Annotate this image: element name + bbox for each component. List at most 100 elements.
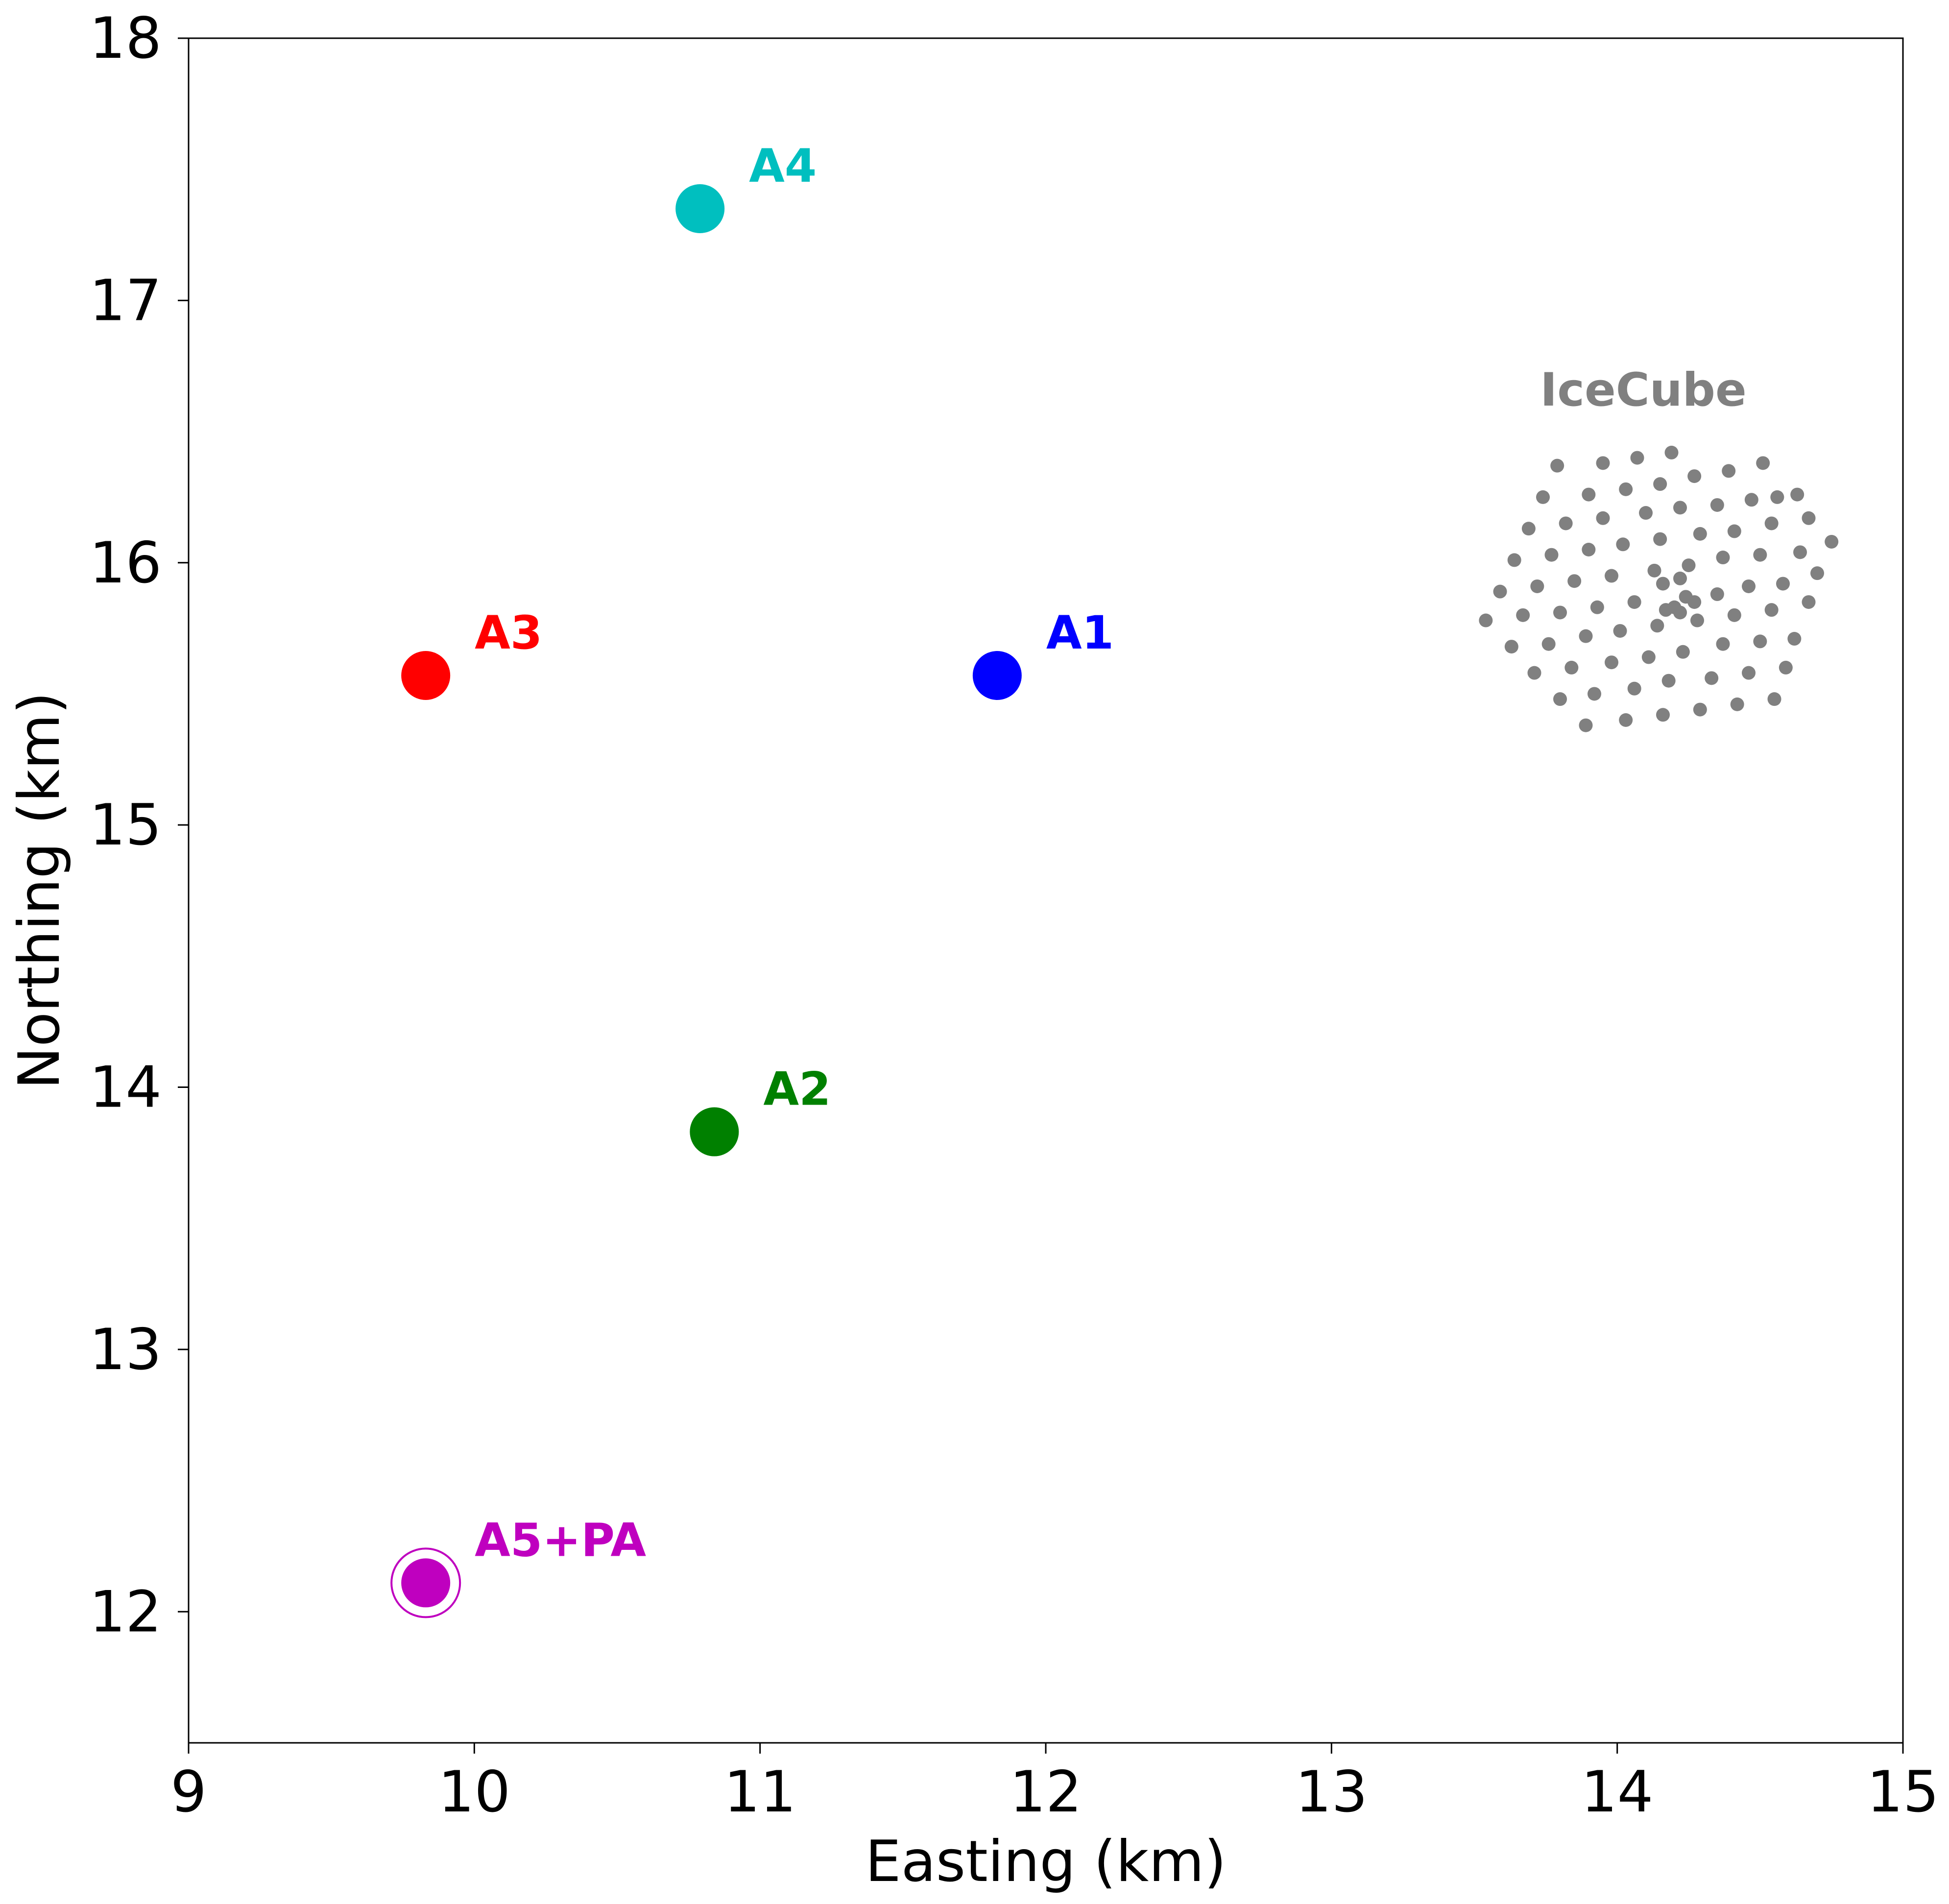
plot-area <box>188 37 1904 1744</box>
station-point <box>401 1558 451 1608</box>
y-tick-label: 16 <box>89 530 162 596</box>
y-tick-label: 13 <box>89 1317 162 1383</box>
station-label: A5+PA <box>475 1514 646 1567</box>
icecube-string-point <box>1727 524 1741 538</box>
icecube-string-point <box>1710 587 1724 602</box>
y-axis-title: Northing (km) <box>6 692 72 1089</box>
y-tick-label: 15 <box>89 792 162 858</box>
icecube-string-point <box>1676 645 1690 659</box>
icecube-string-point <box>1659 603 1673 617</box>
station-point <box>675 184 725 233</box>
icecube-string-point <box>1641 650 1656 664</box>
icecube-string-point <box>1790 487 1805 502</box>
icecube-string-point <box>1664 445 1679 459</box>
icecube-string-point <box>1516 608 1530 622</box>
icecube-string-point <box>1716 551 1730 565</box>
icecube-string-point <box>1616 537 1630 552</box>
station-point <box>690 1107 739 1157</box>
icecube-string-point <box>1770 490 1784 504</box>
icecube-string-point <box>1787 632 1802 646</box>
icecube-string-point <box>1744 493 1758 507</box>
icecube-string-point <box>1693 527 1707 541</box>
icecube-string-point <box>1756 456 1770 470</box>
icecube-string-point <box>1493 584 1507 599</box>
icecube-string-point <box>1727 608 1741 622</box>
icecube-string-point <box>1613 624 1627 638</box>
x-tick-label: 15 <box>1867 1759 1939 1825</box>
icecube-label: IceCube <box>1540 363 1746 417</box>
icecube-string-point <box>1553 692 1567 706</box>
icecube-string-point <box>1705 671 1719 685</box>
y-tick-label: 12 <box>89 1579 162 1645</box>
y-tick-label: 17 <box>89 267 162 334</box>
station-label: A1 <box>1046 606 1114 660</box>
x-tick-label: 12 <box>1010 1759 1082 1825</box>
icecube-string-point <box>1661 674 1676 688</box>
icecube-string-point <box>1630 451 1644 465</box>
station-ring <box>390 1547 461 1618</box>
icecube-string-point <box>1793 545 1807 559</box>
x-tick-label: 11 <box>724 1759 796 1825</box>
icecube-string-point <box>1682 558 1696 573</box>
icecube-string-point <box>1764 603 1779 617</box>
icecube-string-point <box>1619 713 1633 727</box>
station-label: A4 <box>749 140 817 193</box>
icecube-string-point <box>1673 571 1687 585</box>
icecube-strings <box>1479 445 1839 732</box>
icecube-string-point <box>1550 458 1564 473</box>
icecube-string-point <box>1693 702 1707 717</box>
icecube-string-point <box>1579 718 1593 732</box>
axis-ticks: 9 10 11 12 13 14 15 12 13 14 15 16 17 18 <box>89 5 1939 1825</box>
y-tick-label: 18 <box>89 5 162 72</box>
icecube-string-point <box>1627 595 1641 609</box>
x-tick-label: 10 <box>438 1759 511 1825</box>
icecube-string-point <box>1582 543 1596 556</box>
icecube-string-point <box>1530 579 1544 593</box>
icecube-string-point <box>1802 595 1816 609</box>
x-tick-label: 14 <box>1581 1759 1654 1825</box>
icecube-string-point <box>1553 605 1567 620</box>
icecube-string-point <box>1656 708 1670 722</box>
icecube-string-point <box>1767 692 1781 706</box>
icecube-string-point <box>1627 681 1641 696</box>
station-label: A3 <box>475 606 542 660</box>
icecube-string-point <box>1504 640 1518 654</box>
y-tick-label: 14 <box>89 1055 162 1121</box>
icecube-string-point <box>1536 490 1550 504</box>
icecube-string-point <box>1810 566 1824 580</box>
icecube-string-point <box>1753 634 1767 649</box>
icecube-string-point <box>1776 577 1790 591</box>
icecube-string-point <box>1479 613 1493 627</box>
icecube-string-point <box>1596 511 1610 525</box>
icecube-string-point <box>1825 534 1839 549</box>
icecube-string-point <box>1687 595 1702 609</box>
icecube-string-point <box>1753 548 1767 562</box>
icecube-string-point <box>1690 613 1704 627</box>
icecube-string-point <box>1764 516 1779 530</box>
icecube-string-point <box>1527 666 1541 680</box>
x-tick-label: 13 <box>1296 1759 1368 1825</box>
stations: A1 A2 A3 A4 A5+PA <box>390 140 1114 1618</box>
station-label: A2 <box>763 1063 831 1116</box>
x-axis-title: Easting (km) <box>865 1829 1226 1895</box>
icecube-string-point <box>1605 655 1618 670</box>
icecube-string-point <box>1521 522 1536 536</box>
icecube-string-point <box>1559 516 1573 530</box>
icecube-string-point <box>1567 574 1582 588</box>
icecube-string-point <box>1687 469 1702 483</box>
icecube-string-point <box>1544 548 1559 562</box>
icecube-string-point <box>1653 477 1667 491</box>
icecube-string-point <box>1579 629 1593 643</box>
icecube-string-point <box>1650 619 1664 633</box>
icecube-string-point <box>1673 501 1687 515</box>
icecube-string-point <box>1656 577 1670 591</box>
icecube-string-point <box>1730 697 1744 711</box>
icecube-string-point <box>1564 660 1579 675</box>
icecube-string-point <box>1596 456 1610 470</box>
icecube-string-point <box>1673 605 1687 620</box>
icecube-string-point <box>1619 482 1633 496</box>
icecube-string-point <box>1639 506 1653 520</box>
icecube-string-point <box>1507 553 1521 567</box>
icecube-string-point <box>1716 637 1730 651</box>
